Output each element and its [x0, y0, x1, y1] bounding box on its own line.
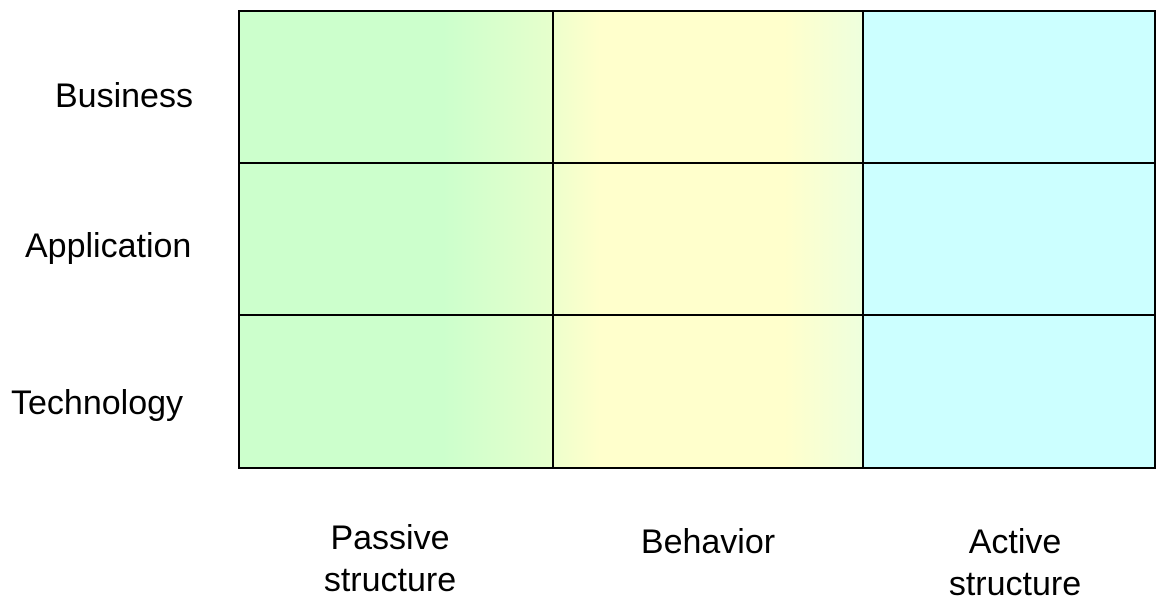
- cell-application-behavior: [554, 164, 864, 316]
- cell-business-passive: [240, 12, 554, 164]
- cell-application-passive: [240, 164, 554, 316]
- row-label-application: Application: [25, 227, 192, 265]
- column-label-active-structure: Active structure: [925, 521, 1105, 605]
- column-label-active-line2: structure: [948, 565, 1082, 603]
- column-label-behavior: Behavior: [618, 521, 798, 563]
- column-label-behavior-line1: Behavior: [640, 523, 776, 561]
- row-label-technology: Technology: [11, 384, 184, 422]
- column-label-passive-line1: Passive: [330, 519, 450, 557]
- cell-business-active: [864, 12, 1154, 164]
- cell-application-active: [864, 164, 1154, 316]
- cell-technology-behavior: [554, 316, 864, 467]
- column-label-active-line1: Active: [968, 523, 1062, 561]
- cell-business-behavior: [554, 12, 864, 164]
- column-label-passive-structure: Passive structure: [300, 517, 480, 601]
- cell-technology-active: [864, 316, 1154, 467]
- row-label-business: Business: [55, 77, 193, 115]
- layer-aspect-grid: [238, 10, 1156, 469]
- column-label-passive-line2: structure: [323, 561, 457, 599]
- cell-technology-passive: [240, 316, 554, 467]
